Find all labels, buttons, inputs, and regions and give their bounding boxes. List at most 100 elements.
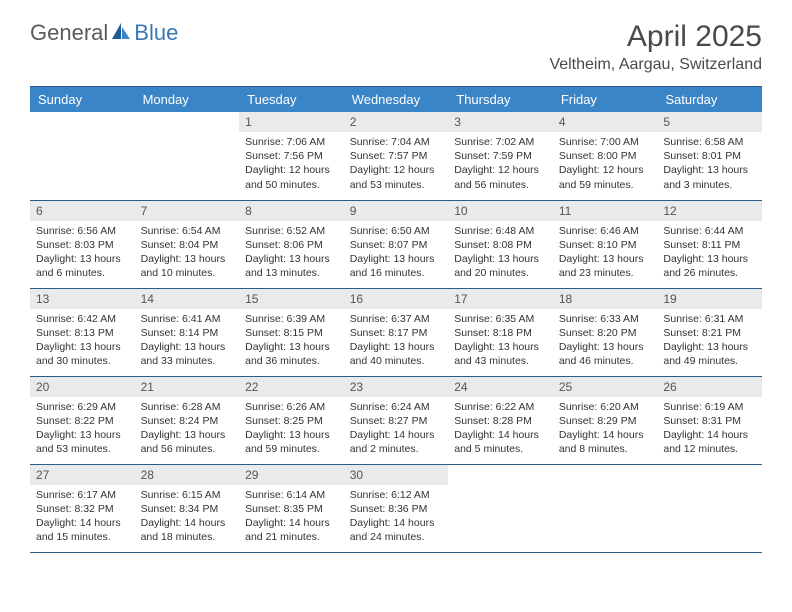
weekday-header: Tuesday bbox=[239, 87, 344, 113]
calendar-cell-empty bbox=[448, 464, 553, 552]
brand-part2: Blue bbox=[134, 20, 178, 46]
calendar-cell-empty bbox=[657, 464, 762, 552]
location-label: Veltheim, Aargau, Switzerland bbox=[549, 56, 762, 74]
day-info: Sunrise: 7:02 AMSunset: 7:59 PMDaylight:… bbox=[448, 132, 553, 198]
day-number: 12 bbox=[657, 201, 762, 221]
day-info: Sunrise: 6:15 AMSunset: 8:34 PMDaylight:… bbox=[135, 485, 240, 551]
weekday-header: Friday bbox=[553, 87, 658, 113]
day-info: Sunrise: 6:46 AMSunset: 8:10 PMDaylight:… bbox=[553, 221, 658, 287]
day-number: 4 bbox=[553, 112, 658, 132]
title-block: April 2025 Veltheim, Aargau, Switzerland bbox=[549, 20, 762, 74]
day-number: 22 bbox=[239, 377, 344, 397]
day-info: Sunrise: 6:26 AMSunset: 8:25 PMDaylight:… bbox=[239, 397, 344, 463]
calendar-cell: 26Sunrise: 6:19 AMSunset: 8:31 PMDayligh… bbox=[657, 376, 762, 464]
day-number: 28 bbox=[135, 465, 240, 485]
day-info: Sunrise: 7:00 AMSunset: 8:00 PMDaylight:… bbox=[553, 132, 658, 198]
calendar-cell-empty bbox=[30, 112, 135, 200]
calendar-cell: 16Sunrise: 6:37 AMSunset: 8:17 PMDayligh… bbox=[344, 288, 449, 376]
calendar-table: Sunday Monday Tuesday Wednesday Thursday… bbox=[30, 86, 762, 553]
weekday-header: Thursday bbox=[448, 87, 553, 113]
calendar-cell: 13Sunrise: 6:42 AMSunset: 8:13 PMDayligh… bbox=[30, 288, 135, 376]
day-info: Sunrise: 6:50 AMSunset: 8:07 PMDaylight:… bbox=[344, 221, 449, 287]
day-number: 9 bbox=[344, 201, 449, 221]
day-number: 2 bbox=[344, 112, 449, 132]
day-info: Sunrise: 6:17 AMSunset: 8:32 PMDaylight:… bbox=[30, 485, 135, 551]
day-number: 18 bbox=[553, 289, 658, 309]
day-info: Sunrise: 7:04 AMSunset: 7:57 PMDaylight:… bbox=[344, 132, 449, 198]
calendar-cell: 29Sunrise: 6:14 AMSunset: 8:35 PMDayligh… bbox=[239, 464, 344, 552]
calendar-cell-empty bbox=[553, 464, 658, 552]
day-number: 13 bbox=[30, 289, 135, 309]
day-number: 1 bbox=[239, 112, 344, 132]
calendar-cell: 7Sunrise: 6:54 AMSunset: 8:04 PMDaylight… bbox=[135, 200, 240, 288]
calendar-page: General Blue April 2025 Veltheim, Aargau… bbox=[0, 0, 792, 573]
calendar-cell: 28Sunrise: 6:15 AMSunset: 8:34 PMDayligh… bbox=[135, 464, 240, 552]
calendar-cell: 17Sunrise: 6:35 AMSunset: 8:18 PMDayligh… bbox=[448, 288, 553, 376]
weekday-header: Monday bbox=[135, 87, 240, 113]
sail-icon bbox=[110, 21, 132, 46]
day-number: 7 bbox=[135, 201, 240, 221]
day-info: Sunrise: 6:19 AMSunset: 8:31 PMDaylight:… bbox=[657, 397, 762, 463]
calendar-cell: 20Sunrise: 6:29 AMSunset: 8:22 PMDayligh… bbox=[30, 376, 135, 464]
calendar-cell: 24Sunrise: 6:22 AMSunset: 8:28 PMDayligh… bbox=[448, 376, 553, 464]
calendar-cell: 25Sunrise: 6:20 AMSunset: 8:29 PMDayligh… bbox=[553, 376, 658, 464]
calendar-cell: 30Sunrise: 6:12 AMSunset: 8:36 PMDayligh… bbox=[344, 464, 449, 552]
day-info: Sunrise: 6:42 AMSunset: 8:13 PMDaylight:… bbox=[30, 309, 135, 375]
calendar-cell: 5Sunrise: 6:58 AMSunset: 8:01 PMDaylight… bbox=[657, 112, 762, 200]
day-info: Sunrise: 6:58 AMSunset: 8:01 PMDaylight:… bbox=[657, 132, 762, 198]
day-number: 20 bbox=[30, 377, 135, 397]
day-info: Sunrise: 6:44 AMSunset: 8:11 PMDaylight:… bbox=[657, 221, 762, 287]
day-number: 19 bbox=[657, 289, 762, 309]
day-info: Sunrise: 6:41 AMSunset: 8:14 PMDaylight:… bbox=[135, 309, 240, 375]
day-number: 11 bbox=[553, 201, 658, 221]
day-info: Sunrise: 6:24 AMSunset: 8:27 PMDaylight:… bbox=[344, 397, 449, 463]
calendar-cell: 27Sunrise: 6:17 AMSunset: 8:32 PMDayligh… bbox=[30, 464, 135, 552]
calendar-cell: 15Sunrise: 6:39 AMSunset: 8:15 PMDayligh… bbox=[239, 288, 344, 376]
day-info: Sunrise: 6:52 AMSunset: 8:06 PMDaylight:… bbox=[239, 221, 344, 287]
calendar-cell: 14Sunrise: 6:41 AMSunset: 8:14 PMDayligh… bbox=[135, 288, 240, 376]
calendar-cell: 23Sunrise: 6:24 AMSunset: 8:27 PMDayligh… bbox=[344, 376, 449, 464]
day-number: 16 bbox=[344, 289, 449, 309]
calendar-row: 1Sunrise: 7:06 AMSunset: 7:56 PMDaylight… bbox=[30, 112, 762, 200]
day-number: 15 bbox=[239, 289, 344, 309]
day-info: Sunrise: 6:35 AMSunset: 8:18 PMDaylight:… bbox=[448, 309, 553, 375]
day-info: Sunrise: 6:39 AMSunset: 8:15 PMDaylight:… bbox=[239, 309, 344, 375]
calendar-cell: 9Sunrise: 6:50 AMSunset: 8:07 PMDaylight… bbox=[344, 200, 449, 288]
brand-part1: General bbox=[30, 20, 108, 46]
day-info: Sunrise: 6:54 AMSunset: 8:04 PMDaylight:… bbox=[135, 221, 240, 287]
day-info: Sunrise: 6:48 AMSunset: 8:08 PMDaylight:… bbox=[448, 221, 553, 287]
calendar-cell: 19Sunrise: 6:31 AMSunset: 8:21 PMDayligh… bbox=[657, 288, 762, 376]
weekday-header: Sunday bbox=[30, 87, 135, 113]
day-info: Sunrise: 6:33 AMSunset: 8:20 PMDaylight:… bbox=[553, 309, 658, 375]
day-number: 23 bbox=[344, 377, 449, 397]
day-number: 26 bbox=[657, 377, 762, 397]
day-number: 3 bbox=[448, 112, 553, 132]
calendar-row: 27Sunrise: 6:17 AMSunset: 8:32 PMDayligh… bbox=[30, 464, 762, 552]
calendar-row: 13Sunrise: 6:42 AMSunset: 8:13 PMDayligh… bbox=[30, 288, 762, 376]
calendar-body: 1Sunrise: 7:06 AMSunset: 7:56 PMDaylight… bbox=[30, 112, 762, 552]
calendar-cell: 2Sunrise: 7:04 AMSunset: 7:57 PMDaylight… bbox=[344, 112, 449, 200]
day-info: Sunrise: 7:06 AMSunset: 7:56 PMDaylight:… bbox=[239, 132, 344, 198]
day-number: 17 bbox=[448, 289, 553, 309]
month-title: April 2025 bbox=[549, 20, 762, 54]
day-number: 24 bbox=[448, 377, 553, 397]
calendar-cell: 22Sunrise: 6:26 AMSunset: 8:25 PMDayligh… bbox=[239, 376, 344, 464]
day-number: 6 bbox=[30, 201, 135, 221]
day-number: 29 bbox=[239, 465, 344, 485]
day-number: 5 bbox=[657, 112, 762, 132]
day-info: Sunrise: 6:31 AMSunset: 8:21 PMDaylight:… bbox=[657, 309, 762, 375]
day-number: 14 bbox=[135, 289, 240, 309]
day-number: 21 bbox=[135, 377, 240, 397]
calendar-cell: 12Sunrise: 6:44 AMSunset: 8:11 PMDayligh… bbox=[657, 200, 762, 288]
day-info: Sunrise: 6:20 AMSunset: 8:29 PMDaylight:… bbox=[553, 397, 658, 463]
day-number: 10 bbox=[448, 201, 553, 221]
calendar-row: 20Sunrise: 6:29 AMSunset: 8:22 PMDayligh… bbox=[30, 376, 762, 464]
brand-logo: General Blue bbox=[30, 20, 178, 46]
calendar-cell: 8Sunrise: 6:52 AMSunset: 8:06 PMDaylight… bbox=[239, 200, 344, 288]
calendar-cell: 21Sunrise: 6:28 AMSunset: 8:24 PMDayligh… bbox=[135, 376, 240, 464]
day-number: 27 bbox=[30, 465, 135, 485]
day-info: Sunrise: 6:28 AMSunset: 8:24 PMDaylight:… bbox=[135, 397, 240, 463]
day-info: Sunrise: 6:12 AMSunset: 8:36 PMDaylight:… bbox=[344, 485, 449, 551]
page-header: General Blue April 2025 Veltheim, Aargau… bbox=[30, 20, 762, 74]
calendar-header-row: Sunday Monday Tuesday Wednesday Thursday… bbox=[30, 87, 762, 113]
